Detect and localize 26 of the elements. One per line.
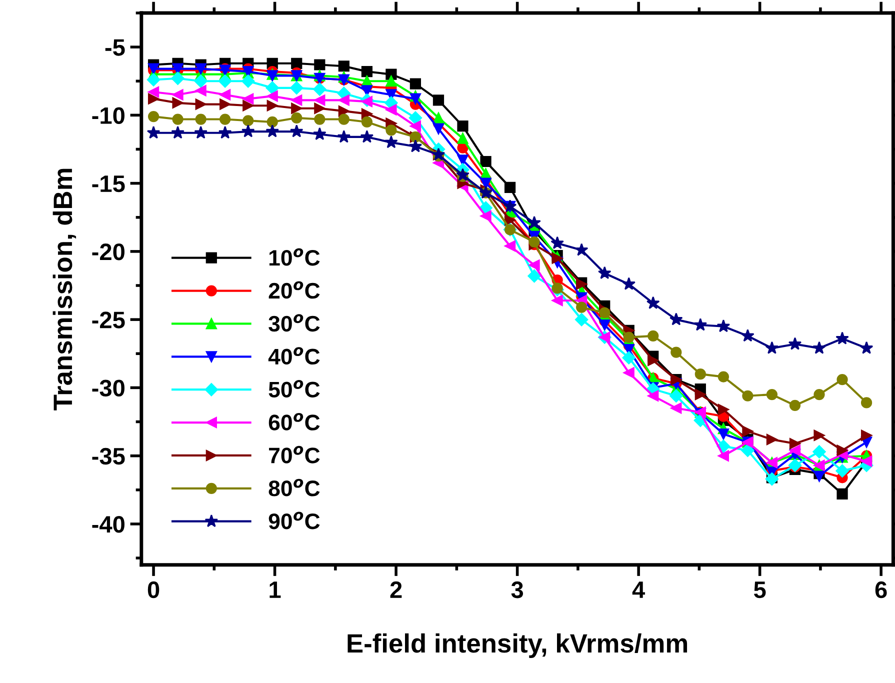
y-tick-label: -40	[92, 516, 124, 533]
x-tick-label: 4	[632, 582, 646, 598]
y-tick-label: -30	[92, 380, 124, 397]
legend-label: 20$^{o}$C	[268, 281, 320, 299]
legend-label: 10$^{o}$C	[269, 248, 320, 266]
legend-label: 50$^{o}$C	[268, 380, 320, 398]
legend-label: 40$^{o}$C	[268, 347, 320, 365]
legend-label: 90$^{o}$C	[268, 512, 320, 530]
y-tick-label: -15	[92, 176, 125, 192]
y-tick-label: -10	[92, 107, 124, 124]
y-axis-title: Transmission, dBm	[52, 168, 76, 410]
y-tick-label: -5	[105, 39, 125, 56]
x-tick-label: 3	[511, 581, 524, 598]
y-tick-label: -35	[92, 448, 125, 465]
x-tick-label: 2	[390, 581, 402, 598]
x-tick-label: 6	[875, 581, 887, 598]
y-tick-label: -20	[92, 244, 124, 260]
x-tick-label: 0	[148, 581, 160, 598]
x-axis-title: E-field intensity, kVrms/mm	[348, 633, 688, 658]
x-tick-label: 1	[270, 582, 281, 598]
y-tick-label: -25	[92, 312, 125, 328]
legend-label: 70$^{o}$C	[269, 446, 320, 464]
legend-label: 30$^{o}$C	[268, 314, 320, 332]
legend-label: 60$^{o}$C	[268, 412, 320, 430]
legend-label: 80$^{o}$C	[268, 478, 320, 496]
x-tick-label: 5	[754, 582, 766, 598]
